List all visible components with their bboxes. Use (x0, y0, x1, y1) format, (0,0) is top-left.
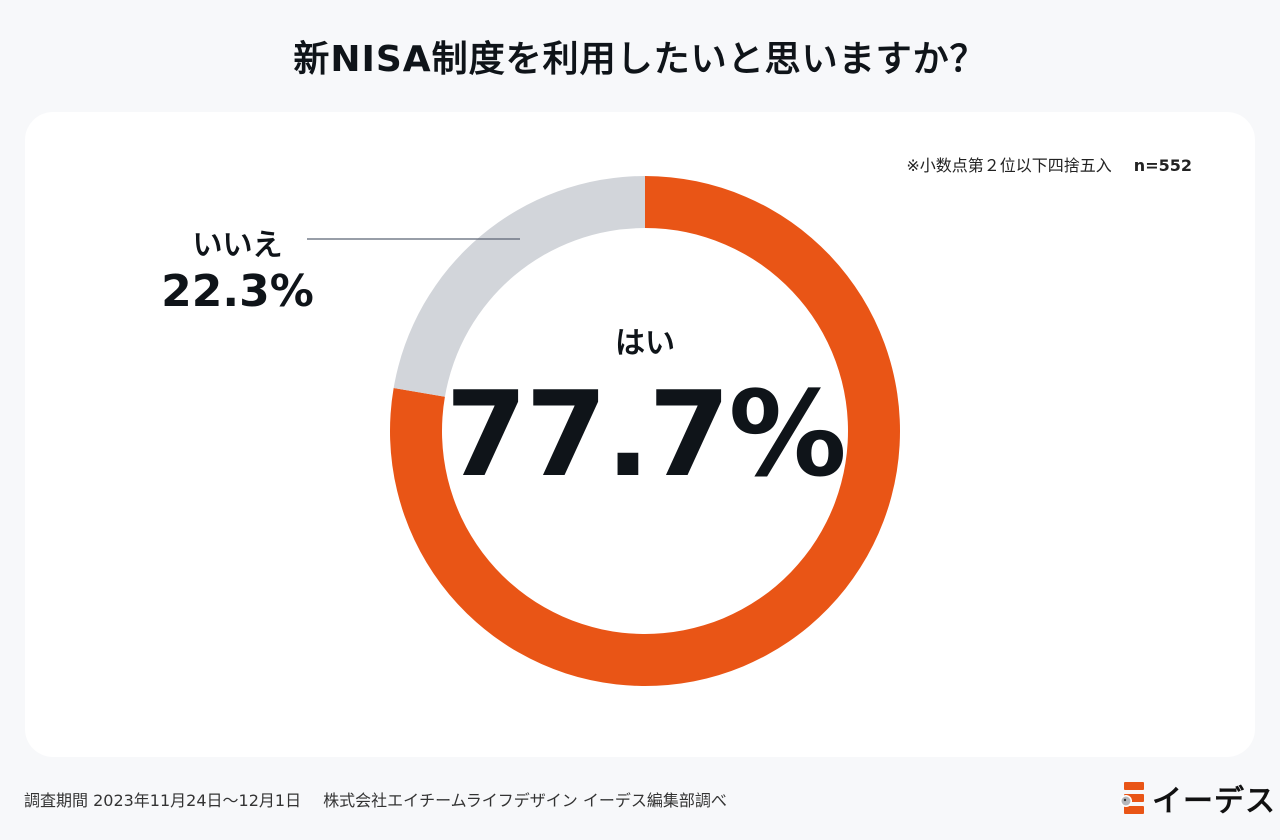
footer: 調査期間 2023年11月24日〜12月1日 株式会社エイチームライフデザイン イ… (24, 787, 727, 811)
rounding-note: ※小数点第２位以下四捨五入 n=552 (906, 152, 1192, 176)
logo-text: イーデス (1152, 784, 1276, 819)
sample-size: n=552 (1133, 156, 1192, 175)
brand-logo: イーデス (1120, 778, 1276, 819)
slice-value-yes: 77.7% (445, 365, 846, 503)
slice-no (393, 176, 645, 397)
logo-mark-icon (1120, 782, 1144, 814)
chart-title: 新NISA制度を利用したいと思いますか？ (293, 39, 987, 80)
slice-label-no: いいえ (192, 228, 283, 263)
slice-label-yes: はい (615, 326, 675, 361)
rounding-note-text: ※小数点第２位以下四捨五入 (906, 156, 1112, 175)
survey-source: 株式会社エイチームライフデザイン イーデス編集部調べ (323, 791, 727, 810)
survey-period: 調査期間 2023年11月24日〜12月1日 (24, 791, 302, 810)
slice-value-no: 22.3% (161, 266, 314, 317)
